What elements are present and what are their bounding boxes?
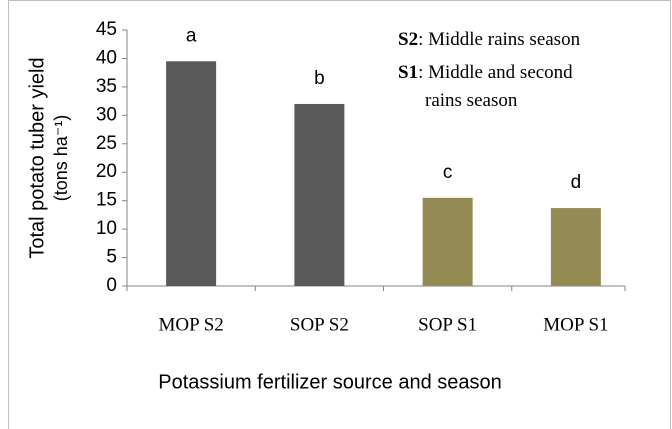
y-tick-label: 0 bbox=[106, 275, 117, 296]
y-axis-title: (tons ha⁻¹) bbox=[51, 115, 71, 202]
significance-letter: b bbox=[314, 68, 325, 89]
y-tick-label: 5 bbox=[106, 247, 117, 268]
x-tick-label: MOP S1 bbox=[543, 314, 608, 335]
bar bbox=[550, 208, 601, 286]
chart-border bbox=[8, 0, 671, 429]
legend-note: rains season bbox=[425, 90, 518, 111]
y-tick-label: 15 bbox=[96, 190, 117, 211]
legend-note-text: rains season bbox=[425, 90, 518, 111]
legend-note-text: : Middle and second bbox=[418, 62, 573, 83]
x-tick-label: MOP S2 bbox=[158, 314, 223, 335]
y-tick-label: 10 bbox=[96, 218, 117, 239]
significance-letter: a bbox=[186, 25, 197, 46]
x-axis-title: Potassium fertilizer source and season bbox=[158, 371, 502, 393]
x-tick-label: SOP S1 bbox=[418, 314, 477, 335]
legend-note-text: : Middle rains season bbox=[418, 29, 581, 50]
legend-note-key: S1 bbox=[398, 62, 418, 83]
bar bbox=[422, 197, 473, 286]
y-tick-label: 30 bbox=[96, 104, 117, 125]
y-tick-label: 40 bbox=[96, 47, 117, 68]
x-tick-label: SOP S2 bbox=[290, 314, 349, 335]
bar bbox=[166, 61, 217, 287]
significance-letter: c bbox=[443, 162, 453, 183]
legend-note: S2: Middle rains season bbox=[398, 29, 581, 50]
y-tick-label: 35 bbox=[96, 76, 117, 97]
y-tick-label: 20 bbox=[96, 161, 117, 182]
y-tick-label: 45 bbox=[96, 19, 117, 40]
y-axis-title: Total potato tuber yield bbox=[26, 57, 48, 258]
significance-letter: d bbox=[571, 172, 582, 193]
legend-note: S1: Middle and second bbox=[398, 62, 573, 83]
y-tick-label: 25 bbox=[96, 133, 117, 154]
bar bbox=[294, 103, 345, 286]
legend-note-key: S2 bbox=[398, 29, 418, 50]
